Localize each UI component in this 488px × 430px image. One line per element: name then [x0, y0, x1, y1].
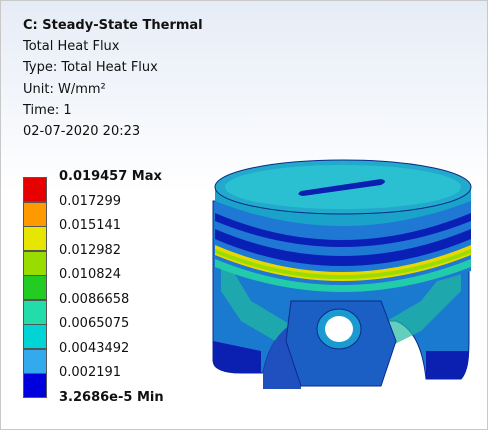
legend-label: 0.017299 [59, 194, 121, 209]
legend-swatch [23, 300, 47, 325]
legend-swatch [23, 373, 47, 398]
legend-label: 0.002191 [59, 365, 121, 380]
title: C: Steady-State Thermal [23, 18, 203, 33]
legend-label: 0.019457 Max [59, 169, 162, 184]
legend-swatch [23, 275, 47, 300]
legend-swatch [23, 349, 47, 374]
legend-swatch [23, 202, 47, 227]
legend-label: 0.015141 [59, 218, 121, 233]
info-line: Type: Total Heat Flux [23, 60, 158, 75]
legend-swatch [23, 177, 47, 202]
legend-label: 0.010824 [59, 267, 121, 282]
legend-label: 0.0065075 [59, 316, 129, 331]
info-line: Time: 1 [23, 103, 72, 118]
legend-label: 0.0086658 [59, 292, 129, 307]
info-line: Total Heat Flux [23, 39, 119, 54]
legend-swatch [23, 251, 47, 276]
legend-label: 0.012982 [59, 243, 121, 258]
viewport: C: Steady-State Thermal Total Heat Flux T… [0, 0, 488, 430]
legend-swatch [23, 324, 47, 349]
info-line: Unit: W/mm² [23, 82, 106, 97]
legend-label: 0.0043492 [59, 341, 129, 356]
info-line: 02-07-2020 20:23 [23, 124, 140, 139]
legend-swatch [23, 226, 47, 251]
legend-label: 3.2686e-5 Min [59, 390, 164, 405]
